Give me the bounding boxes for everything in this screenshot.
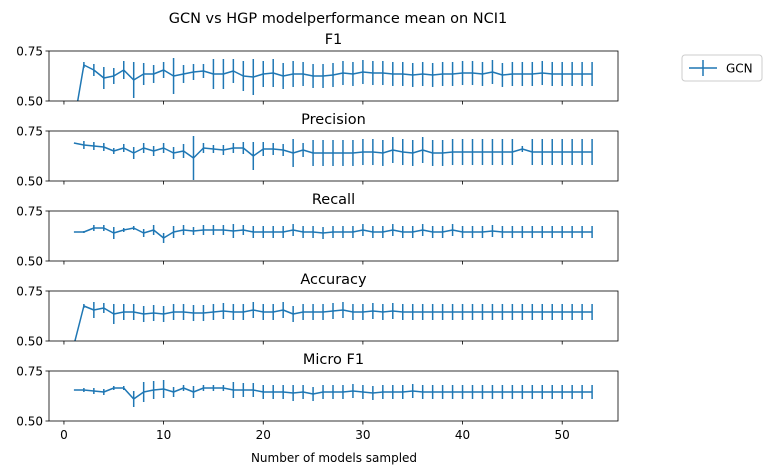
legend-label-gcn: GCN bbox=[726, 62, 753, 76]
subplot-title-accuracy: Accuracy bbox=[300, 272, 367, 288]
subplot-title-micro-f1: Micro F1 bbox=[303, 352, 364, 368]
xtick-label-2: 20 bbox=[256, 428, 271, 442]
axes-frame-accuracy bbox=[48, 290, 619, 342]
x-axis-label: Number of models sampled bbox=[251, 451, 417, 465]
subplot-grid: F1 0.50 0.75 Precision 0.50 0.75 Recall 0.50 0.7… bbox=[16, 32, 619, 442]
legend: GCN bbox=[681, 54, 763, 82]
axes-frame-f1 bbox=[48, 50, 619, 102]
series-gcn-precision bbox=[73, 136, 593, 180]
axes-frame-micro-f1 bbox=[48, 370, 619, 422]
axes-frame-precision bbox=[48, 130, 619, 182]
subplot-title-recall: Recall bbox=[312, 192, 355, 208]
ytick-label-recall-0: 0.50 bbox=[16, 255, 43, 269]
ytick-label-accuracy-1: 0.75 bbox=[16, 285, 43, 299]
subplot-micro-f1: Micro F1 0.50 0.75 0 10 20 30 40 50 bbox=[16, 352, 619, 442]
series-line-accuracy bbox=[74, 305, 593, 341]
series-gcn-recall bbox=[73, 224, 593, 243]
series-line-f1 bbox=[76, 64, 593, 101]
xtick-label-5: 50 bbox=[555, 428, 570, 442]
ytick-label-micro-f1-0: 0.50 bbox=[16, 415, 43, 429]
xtick-label-1: 10 bbox=[156, 428, 171, 442]
xtick-label-3: 30 bbox=[355, 428, 370, 442]
series-line-micro-f1 bbox=[73, 387, 593, 400]
xtick-label-4: 40 bbox=[455, 428, 470, 442]
series-gcn-accuracy bbox=[74, 302, 593, 341]
ytick-label-micro-f1-1: 0.75 bbox=[16, 365, 43, 379]
series-gcn-micro-f1 bbox=[73, 380, 593, 407]
ytick-label-precision-0: 0.50 bbox=[16, 175, 43, 189]
series-line-precision bbox=[73, 142, 593, 159]
subplot-precision: Precision 0.50 0.75 bbox=[16, 112, 619, 189]
subplot-f1: F1 0.50 0.75 bbox=[16, 32, 619, 109]
series-line-recall bbox=[73, 227, 593, 239]
subplot-recall: Recall 0.50 0.75 bbox=[16, 192, 619, 269]
xtick-label-0: 0 bbox=[60, 428, 68, 442]
legend-frame bbox=[681, 54, 763, 82]
subplot-title-precision: Precision bbox=[301, 112, 366, 128]
axes-frame-recall bbox=[48, 210, 619, 262]
ytick-label-precision-1: 0.75 bbox=[16, 125, 43, 139]
ytick-label-f1-0: 0.50 bbox=[16, 95, 43, 109]
ytick-label-f1-1: 0.75 bbox=[16, 45, 43, 59]
figure-title: GCN vs HGP modelperformance mean on NCI1 bbox=[169, 11, 508, 27]
subplot-title-f1: F1 bbox=[325, 32, 343, 48]
subplot-accuracy: Accuracy 0.50 0.75 bbox=[16, 272, 619, 349]
series-gcn-f1 bbox=[76, 58, 593, 101]
ytick-label-accuracy-0: 0.50 bbox=[16, 335, 43, 349]
ytick-label-recall-1: 0.75 bbox=[16, 205, 43, 219]
